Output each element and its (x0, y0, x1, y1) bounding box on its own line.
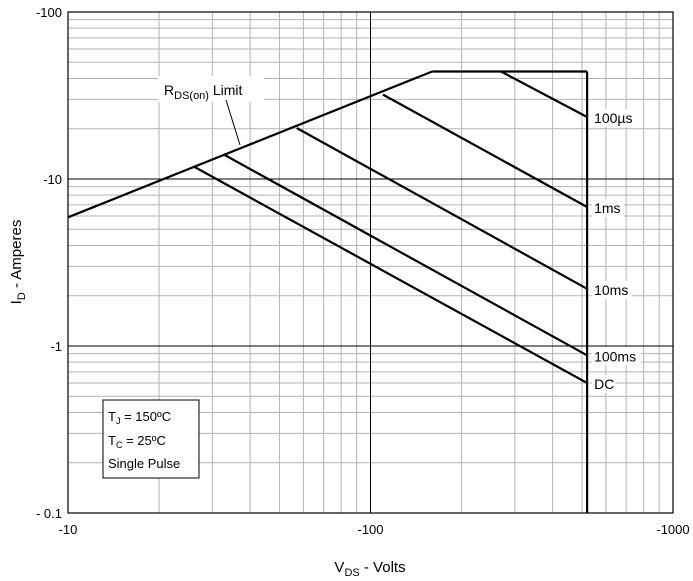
curve-label-100ms: 100ms (594, 348, 636, 364)
rdson-limit-line (67, 70, 433, 219)
pulse-condition: Single Pulse (108, 456, 180, 471)
curve-label-100s: 100µs (594, 110, 632, 126)
rdson-limit-annotation: RDS(on) Limit (158, 76, 264, 146)
y-tick-label: -100 (36, 5, 62, 20)
curve-label-background (592, 198, 624, 217)
soa-curves (67, 70, 589, 513)
y-tick-label: -10 (43, 172, 62, 187)
tj-condition: TJ = 150ºC (108, 409, 171, 426)
conditions-frame (102, 399, 200, 479)
series-line-10ms (296, 127, 588, 290)
rdson-leader-line (225, 99, 241, 146)
y-axis-title: ID - Amperes (8, 220, 28, 305)
series-line-1ms (382, 93, 588, 208)
curve-label-background (592, 347, 642, 366)
y-tick-label: - 0.1 (36, 506, 62, 521)
curve-label-background (592, 109, 642, 128)
y-tick-labels: - 0.1 -1 -10 -100 (36, 5, 62, 521)
x-tick-label: -100 (357, 522, 383, 537)
test-conditions-box: TJ = 150ºC TC = 25ºC Single Pulse (102, 399, 200, 479)
x-axis-title: VDS - Volts (334, 559, 405, 579)
x-tick-label: -10 (59, 522, 78, 537)
tc-condition: TC = 25ºC (108, 433, 166, 450)
curve-label-DC: DC (594, 376, 614, 392)
x-tick-labels: -10 -100 -1000 (59, 522, 690, 537)
curve-label-background (592, 280, 633, 299)
curve-labels: 100µs 1ms 10ms 100ms DC (592, 109, 642, 394)
curve-label-1ms: 1ms (594, 200, 620, 216)
series-line-100ms (224, 154, 588, 357)
series-line-100s (500, 70, 588, 118)
series-line-DC (192, 165, 588, 384)
curve-label-background (592, 375, 616, 394)
plot-frame (67, 11, 674, 514)
curve-label-10ms: 10ms (594, 282, 628, 298)
x-tick-label: -1000 (656, 522, 689, 537)
y-tick-label: -1 (50, 339, 62, 354)
rdson-limit-label: RDS(on) Limit (164, 82, 243, 102)
rdson-label-background (158, 76, 264, 102)
